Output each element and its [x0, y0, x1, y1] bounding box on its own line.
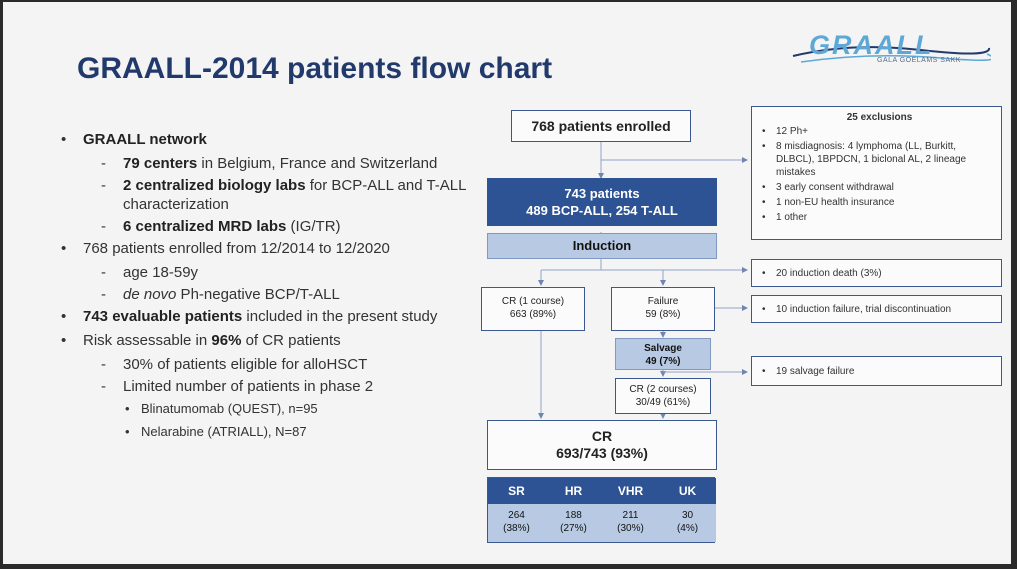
induction-failure-note: 10 induction failure, trial discontinuat… [762, 303, 1001, 316]
cr-total-label: CR [591, 428, 613, 444]
bullet-item: 743 evaluable patients included in the p… [61, 307, 481, 326]
sub-bullet-item: de novo Ph-negative BCP/T-ALL [61, 285, 481, 304]
exclusion-item: 12 Ph+ [762, 125, 997, 138]
bold-text: 96% [211, 332, 242, 349]
bullet-item: GRAALL network [61, 130, 481, 149]
induction-failure-box: 10 induction failure, trial discontinuat… [751, 295, 1002, 323]
logo-subtitle: GALA GOELAMS SAKK [877, 57, 961, 64]
bold-text: GRAALL network [83, 131, 207, 148]
induction-death-box: 20 induction death (3%) [751, 259, 1002, 287]
exclusions-list: 12 Ph+ 8 misdiagnosis: 4 lymphoma (LL, Bu… [752, 125, 997, 224]
risk-group-header: HR [545, 478, 602, 504]
failure-label: Failure [647, 296, 679, 307]
exclusion-item: 3 early consent withdrawal [762, 181, 997, 194]
sub-sub-bullet-item: Blinatumomab (QUEST), n=95 [61, 399, 481, 418]
cr-total-box: CR 693/743 (93%) [487, 420, 717, 470]
risk-group-pct: (30%) [617, 523, 644, 534]
exclusion-item: 1 other [762, 211, 997, 224]
cr2-value: 30/49 (61%) [635, 397, 691, 408]
induction-label: Induction [572, 238, 632, 253]
risk-group-value: 264 (38%) [488, 504, 545, 542]
risk-group-header: UK [659, 478, 716, 504]
bullet-item: Risk assessable in 96% of CR patients [61, 331, 481, 350]
risk-group-value: 211 (30%) [602, 504, 659, 542]
failure-value: 59 (8%) [645, 309, 681, 320]
risk-group-pct: (38%) [503, 523, 530, 534]
cr2-box: CR (2 courses) 30/49 (61%) [615, 378, 711, 414]
bold-text: 79 centers [123, 155, 198, 172]
salvage-value: 49 (7%) [645, 356, 681, 367]
cr1-box: CR (1 course) 663 (89%) [481, 287, 585, 331]
slide: GRAALL-2014 patients flow chart GRAALL G… [3, 2, 1011, 564]
exclusion-item: 8 misdiagnosis: 4 lymphoma (LL, Burkitt,… [762, 140, 997, 179]
patients-split: 489 BCP-ALL, 254 T-ALL [526, 203, 678, 218]
exclusions-box: 25 exclusions 12 Ph+ 8 misdiagnosis: 4 ly… [751, 106, 1002, 240]
page-title: GRAALL-2014 patients flow chart [77, 52, 553, 85]
risk-group-value: 30 (4%) [659, 504, 716, 542]
sub-bullet-item: Limited number of patients in phase 2 [61, 377, 481, 396]
failure-box: Failure 59 (8%) [611, 287, 715, 331]
patients-box: 743 patients 489 BCP-ALL, 254 T-ALL [487, 178, 717, 226]
bold-text: 743 evaluable patients [83, 308, 243, 325]
exclusion-item: 1 non-EU health insurance [762, 196, 997, 209]
risk-group-pct: (27%) [560, 523, 587, 534]
risk-group-header: SR [488, 478, 545, 504]
exclusions-title: 25 exclusions [846, 112, 913, 123]
patients-count: 743 patients [564, 186, 640, 201]
risk-group-table: SR 264 (38%) HR 188 (27%) VHR 211 (30%) UK 30 (4%) [487, 477, 716, 543]
cr-total-value: 693/743 (93%) [556, 445, 648, 461]
cr1-label: CR (1 course) [501, 296, 565, 307]
risk-group-count: 188 [565, 510, 582, 521]
sub-bullet-item: 2 centralized biology labs for BCP-ALL a… [61, 176, 481, 214]
risk-group-count: 30 [681, 510, 694, 521]
salvage-failure-note: 19 salvage failure [762, 365, 1001, 378]
risk-group-count: 211 [622, 510, 639, 521]
logo-swoosh-icon [792, 46, 991, 63]
sub-sub-bullet-item: Nelarabine (ATRIALL), N=87 [61, 422, 481, 441]
sub-bullet-item: age 18-59y [61, 263, 481, 282]
sub-bullet-item: 6 centralized MRD labs (IG/TR) [61, 217, 481, 236]
bold-text: 2 centralized biology labs [123, 177, 306, 194]
induction-box: Induction [487, 233, 717, 259]
italic-text: de novo [123, 286, 177, 303]
induction-death-note: 20 induction death (3%) [762, 267, 1001, 280]
salvage-failure-box: 19 salvage failure [751, 356, 1002, 386]
cr1-value: 663 (89%) [509, 309, 557, 320]
sub-bullet-item: 30% of patients eligible for alloHSCT [61, 355, 481, 374]
cr2-label: CR (2 courses) [629, 384, 697, 395]
salvage-box: Salvage 49 (7%) [615, 338, 711, 370]
risk-group-value: 188 (27%) [545, 504, 602, 542]
graall-logo: GRAALL GALA GOELAMS SAKK [791, 30, 991, 70]
sub-bullet-item: 79 centers in Belgium, France and Switze… [61, 154, 481, 173]
logo-wordmark: GRAALL [809, 30, 934, 60]
enrolled-box: 768 patients enrolled [511, 110, 691, 142]
risk-group-pct: (4%) [676, 523, 699, 534]
bold-text: 6 centralized MRD labs [123, 218, 287, 235]
salvage-label: Salvage [644, 343, 682, 354]
enrolled-label: 768 patients enrolled [531, 118, 671, 134]
risk-group-count: 264 [508, 510, 525, 521]
bullet-item: 768 patients enrolled from 12/2014 to 12… [61, 239, 481, 258]
risk-group-header: VHR [602, 478, 659, 504]
bullet-list: GRAALL network 79 centers in Belgium, Fra… [61, 130, 481, 445]
